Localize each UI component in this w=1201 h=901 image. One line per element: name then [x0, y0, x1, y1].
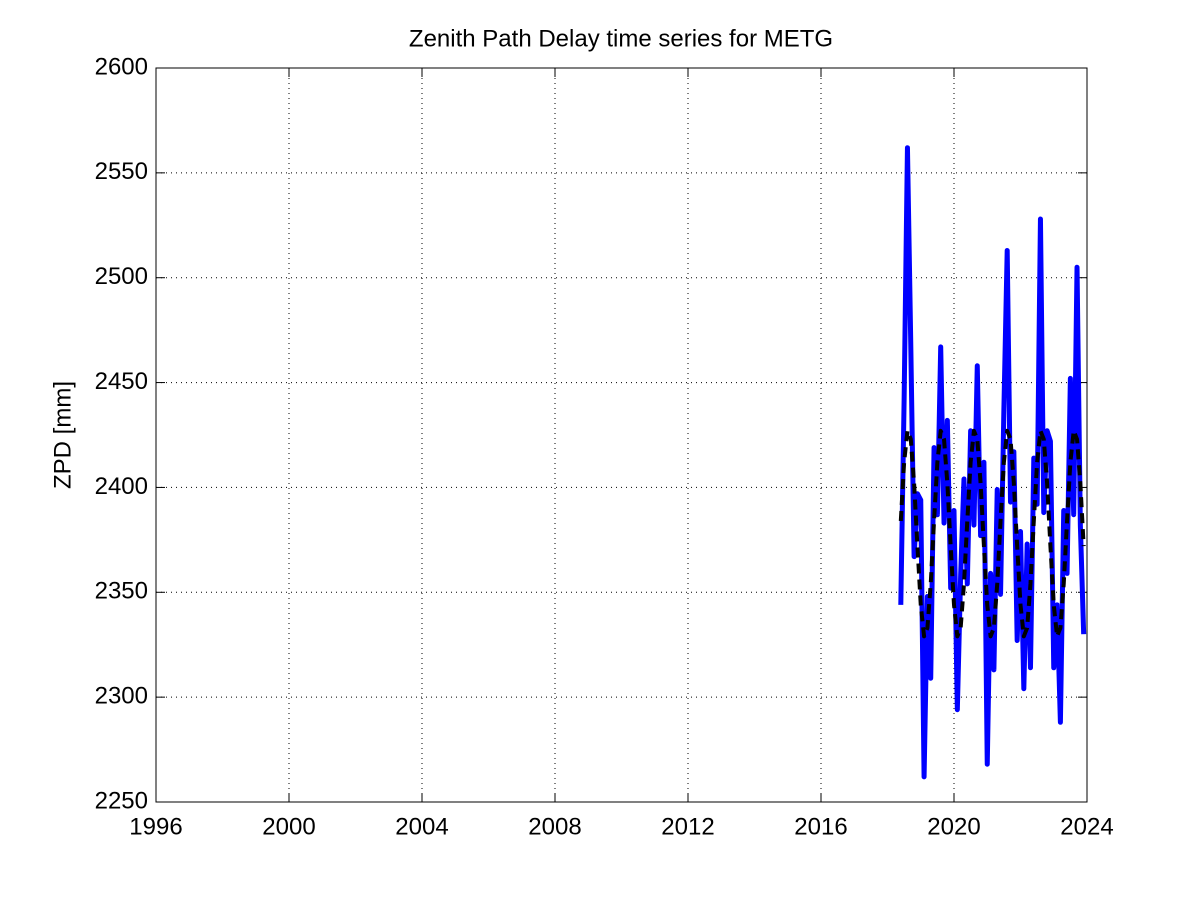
x-tick-label: 2004: [395, 813, 448, 840]
x-tick-label: 2012: [661, 813, 714, 840]
data-line: [898, 428, 1086, 639]
y-tick-label: 2500: [95, 263, 148, 290]
y-tick-label: 2550: [95, 158, 148, 185]
y-axis-label: ZPD [mm]: [49, 381, 76, 489]
x-tick-label: 2016: [794, 813, 847, 840]
x-tick-label: 2020: [927, 813, 980, 840]
y-tick-label: 2450: [95, 368, 148, 395]
y-tick-label: 2300: [95, 682, 148, 709]
chart-title: Zenith Path Delay time series for METG: [409, 25, 833, 52]
x-tick-label: 1996: [129, 813, 182, 840]
x-tick-label: 2008: [528, 813, 581, 840]
y-tick-label: 2400: [95, 473, 148, 500]
y-tick-label: 2250: [95, 787, 148, 814]
y-tick-label: 2350: [95, 578, 148, 605]
x-tick-label: 2024: [1060, 813, 1113, 840]
x-tick-label: 2000: [262, 813, 315, 840]
y-tick-label: 2600: [95, 53, 148, 80]
plot-frame: [155, 67, 1088, 803]
data-line: [898, 145, 1087, 780]
